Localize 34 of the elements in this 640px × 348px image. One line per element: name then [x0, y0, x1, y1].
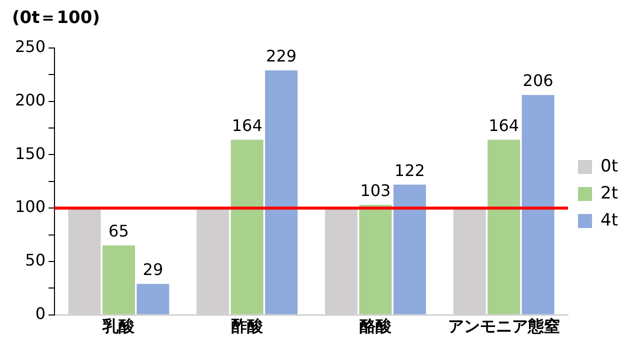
- bar: [488, 140, 520, 314]
- bar: [265, 70, 298, 314]
- bar: [324, 208, 358, 314]
- y-tick-label: 250: [14, 37, 46, 56]
- y-tick-label: 100: [14, 197, 46, 216]
- data-label: 206: [522, 71, 554, 90]
- legend-label: 2t: [600, 183, 618, 204]
- bar: [453, 208, 486, 314]
- y-tick-label: 150: [14, 144, 46, 163]
- bar: [136, 284, 170, 314]
- data-label: 122: [394, 160, 425, 180]
- y-axis-title: (0t＝100): [12, 8, 100, 28]
- y-tick-label: 0: [35, 304, 46, 323]
- x-tick-label: 酢酸: [231, 316, 264, 336]
- data-label: 103: [360, 181, 391, 200]
- data-label: 164: [232, 116, 262, 135]
- bar: [522, 94, 554, 314]
- data-label: 164: [488, 116, 520, 135]
- data-label: 29: [142, 260, 164, 280]
- y-tick-label: 50: [25, 250, 46, 270]
- x-tick-label: 酪酸: [359, 316, 392, 336]
- y-tick-label: 200: [14, 90, 46, 110]
- bar: [393, 184, 426, 314]
- x-tick-label: アンモニア態窒: [448, 316, 560, 336]
- bar: [196, 208, 230, 314]
- bar: [68, 208, 101, 314]
- bar: [230, 140, 264, 314]
- data-label: 65: [108, 222, 129, 241]
- legend-label: 0t: [600, 156, 618, 176]
- data-label: 229: [266, 46, 297, 66]
- legend-label: 4t: [600, 210, 618, 230]
- bar: [359, 204, 392, 314]
- x-tick-label: 乳酸: [102, 316, 136, 336]
- bar: [102, 245, 135, 314]
